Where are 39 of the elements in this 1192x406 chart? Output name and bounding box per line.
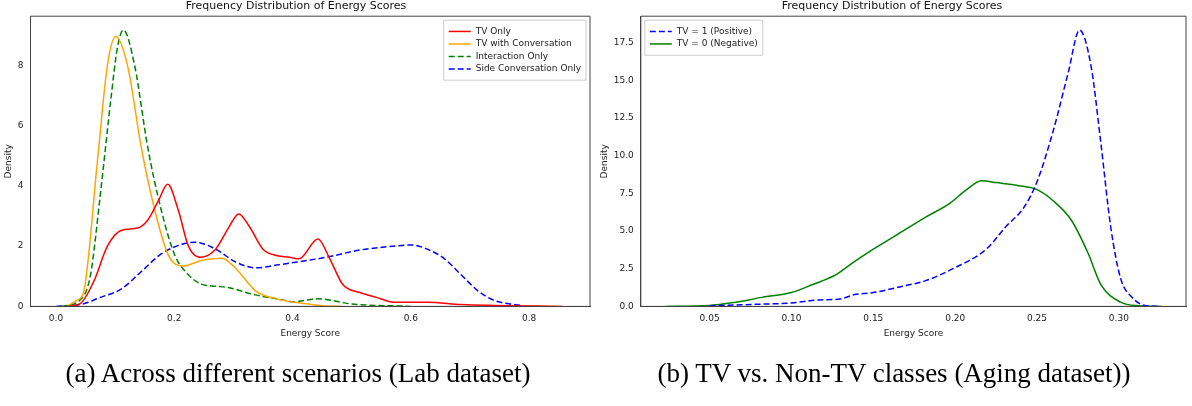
legend-label: TV = 0 (Negative) xyxy=(675,38,758,49)
y-tick-label: 8 xyxy=(17,59,24,70)
legend-label: TV Only xyxy=(474,25,512,36)
x-tick-label: 0.2 xyxy=(167,313,182,324)
y-axis-title: Density xyxy=(598,143,609,179)
legend-label: TV with Conversation xyxy=(474,38,572,49)
chart-title: Frequency Distribution of Energy Scores xyxy=(781,0,1003,13)
legend-label: TV = 1 (Positive) xyxy=(675,25,753,36)
y-tick-label: 15.0 xyxy=(613,74,635,85)
y-tick-label: 6 xyxy=(17,119,24,130)
y-tick-label: 5.0 xyxy=(619,225,635,236)
legend-label: Side Conversation Only xyxy=(475,63,582,74)
y-tick-label: 0 xyxy=(17,300,24,311)
x-tick-label: 0.0 xyxy=(48,313,64,324)
x-tick-label: 0.8 xyxy=(521,313,537,324)
x-tick-label: 0.25 xyxy=(1027,313,1048,324)
y-tick-label: 7.5 xyxy=(619,187,634,198)
y-tick-label: 17.5 xyxy=(613,37,634,48)
x-tick-label: 0.20 xyxy=(945,313,966,324)
x-tick-label: 0.4 xyxy=(285,313,300,324)
y-axis-title: Density xyxy=(2,143,13,179)
y-tick-label: 2 xyxy=(17,240,24,251)
x-axis-title: Energy Score xyxy=(883,327,944,338)
x-tick-label: 0.6 xyxy=(403,313,419,324)
y-tick-label: 0.0 xyxy=(619,300,635,311)
x-tick-label: 0.30 xyxy=(1108,313,1130,324)
x-tick-label: 0.10 xyxy=(781,313,802,324)
x-tick-label: 0.05 xyxy=(699,313,720,324)
text: (b) TV vs. Non-TV classes (Aging dataset)) xyxy=(656,358,1132,389)
x-axis-title: Energy Score xyxy=(280,327,341,338)
y-tick-label: 2.5 xyxy=(619,263,634,274)
y-tick-label: 12.5 xyxy=(613,112,634,123)
legend-label: Interaction Only xyxy=(475,50,549,61)
x-tick-label: 0.15 xyxy=(863,313,884,324)
text: (a) Across different scenarios (Lab dataset) xyxy=(64,358,532,389)
y-tick-label: 10.0 xyxy=(613,150,635,161)
chart-title: Frequency Distribution of Energy Scores xyxy=(185,0,407,13)
y-tick-label: 4 xyxy=(17,180,24,191)
line-series xyxy=(55,241,523,307)
